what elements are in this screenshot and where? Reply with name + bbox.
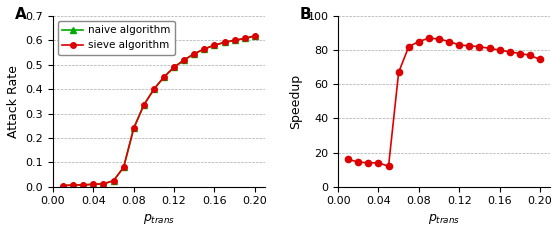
Legend: naive algorithm, sieve algorithm: naive algorithm, sieve algorithm — [58, 21, 175, 55]
sieve algorithm — [211, 44, 218, 47]
Text: B: B — [300, 7, 311, 22]
sieve algorithm — [201, 48, 208, 50]
sieve algorithm — [100, 182, 107, 185]
naive algorithm — [151, 88, 157, 91]
sieve algorithm — [70, 184, 77, 186]
naive algorithm — [161, 75, 167, 78]
sieve algorithm — [141, 104, 147, 106]
naive algorithm — [201, 48, 208, 50]
sieve algorithm — [120, 166, 127, 169]
sieve algorithm — [231, 39, 238, 42]
sieve algorithm — [161, 75, 167, 78]
naive algorithm — [90, 183, 97, 186]
naive algorithm — [191, 52, 198, 55]
naive algorithm — [60, 184, 67, 187]
naive algorithm — [141, 104, 147, 106]
sieve algorithm — [80, 183, 87, 186]
naive algorithm — [80, 183, 87, 186]
Y-axis label: Attack Rate: Attack Rate — [7, 65, 20, 138]
naive algorithm — [251, 34, 258, 37]
sieve algorithm — [130, 127, 137, 130]
Text: A: A — [15, 7, 26, 22]
naive algorithm — [211, 44, 218, 47]
sieve algorithm — [181, 58, 188, 61]
naive algorithm — [110, 179, 117, 182]
sieve algorithm — [241, 37, 248, 40]
Line: sieve algorithm: sieve algorithm — [60, 33, 258, 188]
sieve algorithm — [171, 66, 178, 69]
naive algorithm — [221, 41, 228, 44]
sieve algorithm — [110, 179, 117, 182]
naive algorithm — [70, 184, 77, 186]
sieve algorithm — [191, 52, 198, 55]
X-axis label: $p_{trans}$: $p_{trans}$ — [428, 212, 460, 226]
naive algorithm — [120, 166, 127, 169]
X-axis label: $p_{trans}$: $p_{trans}$ — [143, 212, 175, 226]
naive algorithm — [130, 127, 137, 130]
sieve algorithm — [251, 34, 258, 37]
sieve algorithm — [151, 88, 157, 91]
naive algorithm — [171, 66, 178, 69]
sieve algorithm — [221, 41, 228, 44]
naive algorithm — [231, 39, 238, 42]
sieve algorithm — [90, 183, 97, 186]
Line: naive algorithm: naive algorithm — [59, 32, 258, 189]
naive algorithm — [181, 58, 188, 61]
naive algorithm — [100, 182, 107, 185]
Y-axis label: Speedup: Speedup — [289, 74, 302, 129]
naive algorithm — [241, 37, 248, 40]
sieve algorithm — [60, 184, 67, 187]
